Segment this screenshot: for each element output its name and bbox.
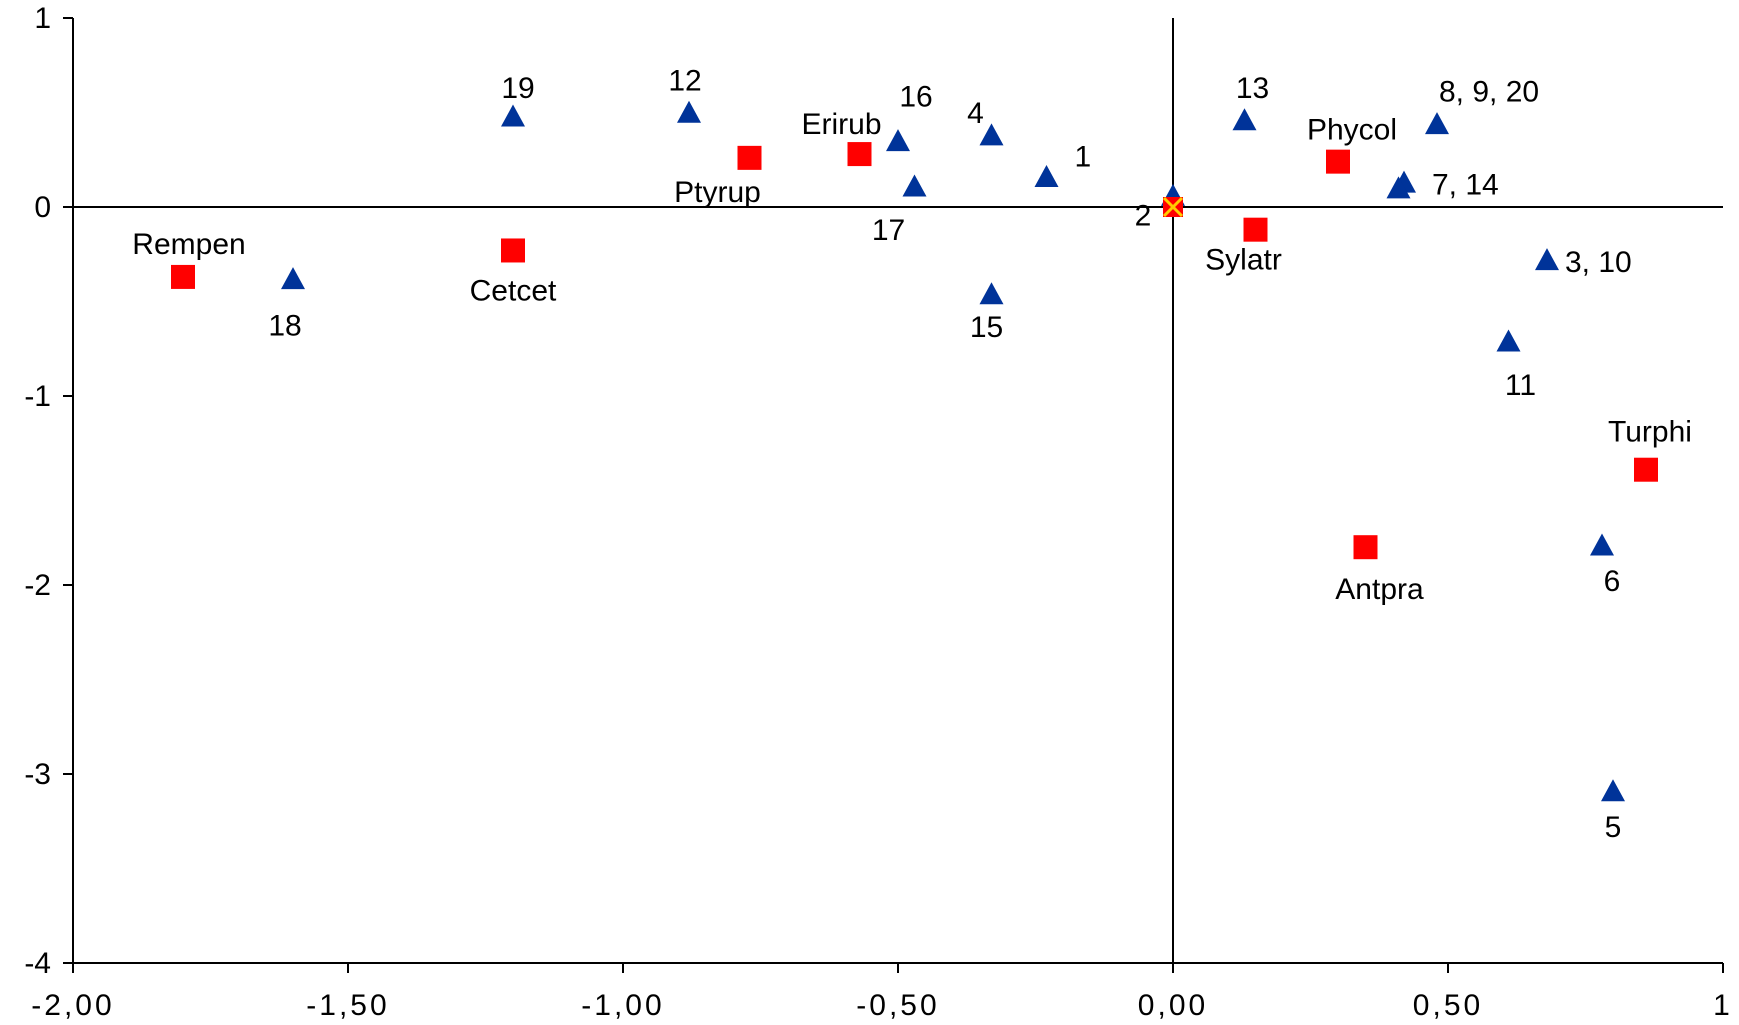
origin-marker-cross-b [1162,196,1184,218]
point-label-phycol: Phycol [1307,114,1397,147]
site-marker-12 [677,100,701,123]
site-marker-8-9-20 [1425,112,1449,135]
point-label-5: 5 [1605,811,1622,844]
point-label-13: 13 [1236,72,1269,105]
site-marker-11 [1496,329,1521,352]
y-tick-label: 1 [34,2,51,35]
species-marker-turphi [1634,457,1658,482]
x-tick-label: 0,00 [1138,989,1208,1022]
x-tick-label: 0,50 [1413,989,1483,1022]
species-marker-antpra [1353,535,1378,560]
site-marker-4 [979,123,1004,146]
x-tick-label: -2,00 [31,989,114,1022]
point-label-18: 18 [268,310,301,343]
point-label-4: 4 [967,97,984,130]
site-marker-unlabeled [1386,176,1411,199]
point-label-cetcet: Cetcet [470,274,557,307]
point-label-erirub: Erirub [801,108,881,141]
site-marker-6 [1590,533,1614,556]
site-marker-18 [281,267,305,290]
axes [63,17,1724,973]
point-label-ptyrup: Ptyrup [674,176,761,209]
point-label-6: 6 [1604,565,1621,598]
point-label-17: 17 [872,214,905,247]
site-marker-3-10 [1535,248,1559,271]
x-tick-label: -0,50 [856,989,939,1022]
y-tick-label: -3 [24,758,51,791]
y-tick-label: -2 [24,569,51,602]
site-marker-13 [1232,108,1257,131]
data-points [171,100,1658,802]
site-marker-15 [979,282,1004,305]
y-tick-label: -1 [24,380,51,413]
species-marker-rempen [171,264,195,289]
site-marker-1 [1034,165,1059,188]
species-marker-ptyrup [737,145,762,170]
y-tick-label: 0 [34,191,51,224]
point-label-15: 15 [970,311,1003,344]
point-label-11: 11 [1505,369,1536,402]
point-label-sylatr: Sylatr [1205,244,1282,277]
point-label-12: 12 [668,64,701,97]
species-marker-phycol [1326,149,1350,174]
site-marker-5 [1601,779,1625,802]
point-label-turphi: Turphi [1608,416,1692,449]
species-marker-sylatr [1243,217,1268,242]
point-label-19: 19 [501,72,534,105]
point-label-8-9-20: 8, 9, 20 [1439,76,1539,109]
species-marker-cetcet [501,238,525,263]
site-marker-17 [902,174,927,197]
site-marker-19 [501,104,525,127]
species-marker-erirub [847,142,872,167]
point-label-3-10: 3, 10 [1565,246,1632,279]
y-tick-label: -4 [24,947,51,980]
point-label-2: 2 [1135,200,1152,233]
point-label-rempen: Rempen [132,228,245,261]
tick-labels: 1 0 -1 -2 -3 -4 -2,00 -1,50 -1,00 -0,50 0,00 0,50 1 [24,2,1733,1022]
x-tick-label: -1,50 [306,989,389,1022]
point-label-antpra: Antpra [1335,573,1424,606]
x-tick-label: 1 [1713,989,1733,1022]
site-marker-16 [886,129,910,152]
point-label-16: 16 [899,81,932,114]
point-label-1: 1 [1075,141,1092,174]
x-tick-label: -1,00 [581,989,664,1022]
point-label-7-14: 7, 14 [1432,168,1499,201]
